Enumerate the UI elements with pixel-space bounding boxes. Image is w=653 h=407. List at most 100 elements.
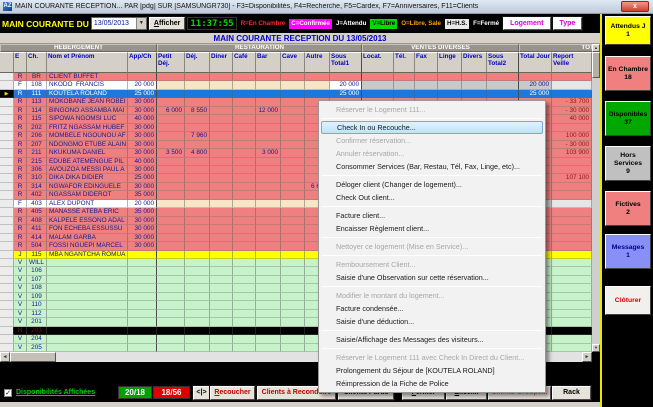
column-header: Petit Déj. bbox=[157, 52, 185, 73]
scroll-right-icon[interactable]: ► bbox=[582, 352, 592, 362]
table-cell bbox=[281, 98, 305, 107]
scroll-left-icon[interactable]: ◄ bbox=[0, 352, 10, 362]
table-cell: - 30 000 bbox=[552, 106, 592, 116]
table-cell bbox=[256, 123, 281, 133]
table-cell bbox=[210, 115, 233, 124]
table-cell: R bbox=[14, 132, 27, 141]
table-cell bbox=[256, 115, 281, 124]
cloturer-button[interactable]: Clôturer bbox=[604, 285, 652, 316]
table-cell: 108 bbox=[27, 81, 47, 90]
sidebar-button-en-chambre[interactable]: En Chambre 18 bbox=[604, 55, 652, 92]
table-cell: AVOUZOA MESSI PAUL A bbox=[47, 165, 128, 175]
table-cell bbox=[210, 284, 233, 293]
group-header-cell: RESTAURATION bbox=[157, 44, 362, 52]
context-menu-item[interactable]: Saisie d'une Observation sur cette réser… bbox=[336, 272, 489, 282]
table-cell bbox=[233, 216, 256, 226]
type-button[interactable]: Type bbox=[551, 16, 584, 31]
context-menu-item[interactable]: Facture condensée... bbox=[336, 303, 404, 313]
table-cell bbox=[128, 309, 157, 319]
table-cell: 25 000 bbox=[330, 89, 362, 99]
table-cell bbox=[281, 149, 305, 158]
table-cell: 215 bbox=[27, 157, 47, 166]
table-cell bbox=[47, 301, 128, 310]
row-gutter bbox=[0, 106, 14, 116]
table-cell: 30 000 bbox=[128, 123, 157, 133]
disponibilites-checkbox[interactable]: ✓ bbox=[4, 389, 12, 397]
row-gutter bbox=[0, 284, 14, 293]
sidebar-button-fictives[interactable]: Fictives 2 bbox=[604, 190, 652, 227]
table-cell bbox=[185, 140, 210, 150]
table-row[interactable]: R BR CLIENT BUFFET bbox=[0, 73, 592, 82]
table-cell bbox=[210, 343, 233, 352]
context-menu-item[interactable]: Consommer Services (Bar, Restau, Tél, Fa… bbox=[336, 161, 521, 171]
rack-button[interactable]: Rack bbox=[551, 385, 592, 401]
logement-button[interactable]: Logement bbox=[502, 16, 552, 31]
chevron-down-icon[interactable]: ▼ bbox=[135, 18, 146, 29]
table-cell bbox=[233, 250, 256, 259]
table-cell bbox=[157, 157, 185, 166]
row-gutter bbox=[0, 174, 14, 183]
afficher-button[interactable]: Afficher bbox=[147, 16, 187, 31]
table-cell bbox=[394, 73, 415, 82]
context-menu-item[interactable]: Encaisser Règlement client... bbox=[336, 223, 430, 233]
table-cell bbox=[210, 258, 233, 268]
context-menu-item[interactable]: Saisie d'une déduction... bbox=[336, 316, 415, 326]
table-cell bbox=[552, 326, 592, 336]
menu-separator bbox=[322, 348, 542, 349]
sidebar-button-messages[interactable]: Messages 1 bbox=[604, 233, 652, 270]
table-cell bbox=[256, 132, 281, 141]
table-cell bbox=[233, 326, 256, 336]
vertical-scrollbar[interactable]: ▲ ▼ bbox=[592, 44, 600, 352]
vertical-scroll-thumb[interactable] bbox=[592, 52, 600, 78]
table-cell bbox=[185, 208, 210, 217]
table-cell bbox=[210, 318, 233, 327]
table-cell bbox=[157, 174, 185, 183]
title-bar: AZ MAIN COURANTE RECEPTION... PAR [pdg] … bbox=[0, 0, 653, 14]
context-menu-item[interactable]: Prolongement du Séjour de [KOUTELA ROLAN… bbox=[336, 365, 495, 375]
sidebar-button-disponibles[interactable]: Disponibles 37 bbox=[604, 100, 652, 137]
row-gutter bbox=[0, 292, 14, 302]
table-cell: - 33 700 bbox=[552, 98, 592, 107]
table-row[interactable]: ▶ R 111 KOUTELA ROLAND 25 000 25 000 25 000 bbox=[0, 89, 592, 99]
table-cell: 108 bbox=[27, 284, 47, 293]
date-combobox[interactable]: 13/05/2013 ▼ bbox=[90, 17, 147, 30]
context-menu-item[interactable]: Déloger client (Changer de logement)... bbox=[336, 179, 462, 189]
context-menu-item[interactable]: Check In ou Recouche... bbox=[321, 121, 543, 134]
sidebar-button-hors-services[interactable]: Hors Services 9 bbox=[604, 145, 652, 182]
table-row[interactable]: F 108 NKODO FRANCIS 20 000 20 000 20 000 bbox=[0, 81, 592, 90]
context-menu-item[interactable]: Saisie/Affichage des Messages des visite… bbox=[336, 334, 484, 344]
table-cell bbox=[157, 115, 185, 124]
sidebar-button-count: 9 bbox=[626, 167, 630, 175]
table-cell bbox=[487, 81, 519, 90]
table-cell bbox=[185, 174, 210, 183]
context-menu-item[interactable]: Réimpression de la Fiche de Police bbox=[336, 378, 449, 388]
table-cell: 106 bbox=[27, 267, 47, 276]
table-cell bbox=[256, 242, 281, 251]
close-icon[interactable]: x bbox=[621, 1, 649, 12]
context-menu-item[interactable]: Check Out client... bbox=[336, 192, 395, 202]
table-cell bbox=[157, 242, 185, 251]
table-cell: FRITZ NGASSAM HUBEF bbox=[47, 123, 128, 133]
horizontal-scrollbar[interactable]: ◄ ► bbox=[0, 352, 592, 362]
table-cell bbox=[233, 267, 256, 276]
legend-item: V=Libre bbox=[370, 18, 398, 29]
scroll-up-icon[interactable]: ▲ bbox=[592, 44, 600, 52]
table-cell: EDUBE ATEMENGUE PIL bbox=[47, 157, 128, 166]
table-cell bbox=[438, 81, 462, 90]
scroll-down-icon[interactable]: ▼ bbox=[592, 344, 600, 352]
table-cell bbox=[462, 81, 487, 90]
table-cell bbox=[233, 165, 256, 175]
table-cell bbox=[552, 157, 592, 166]
record-navigator-button[interactable]: <|> bbox=[192, 385, 211, 401]
table-cell: F bbox=[14, 81, 27, 90]
row-gutter bbox=[0, 123, 14, 133]
context-menu-item[interactable]: Facture client... bbox=[336, 210, 386, 220]
clients-reconduire-button[interactable]: Clients à Reconduire bbox=[256, 385, 337, 401]
recoucher-button[interactable]: Recoucher bbox=[209, 385, 256, 401]
table-cell bbox=[233, 275, 256, 285]
context-menu-item: Remboursement Client... bbox=[336, 259, 416, 269]
table-cell bbox=[256, 208, 281, 217]
table-cell: 30 000 bbox=[128, 233, 157, 243]
horizontal-scroll-thumb[interactable] bbox=[10, 352, 56, 362]
